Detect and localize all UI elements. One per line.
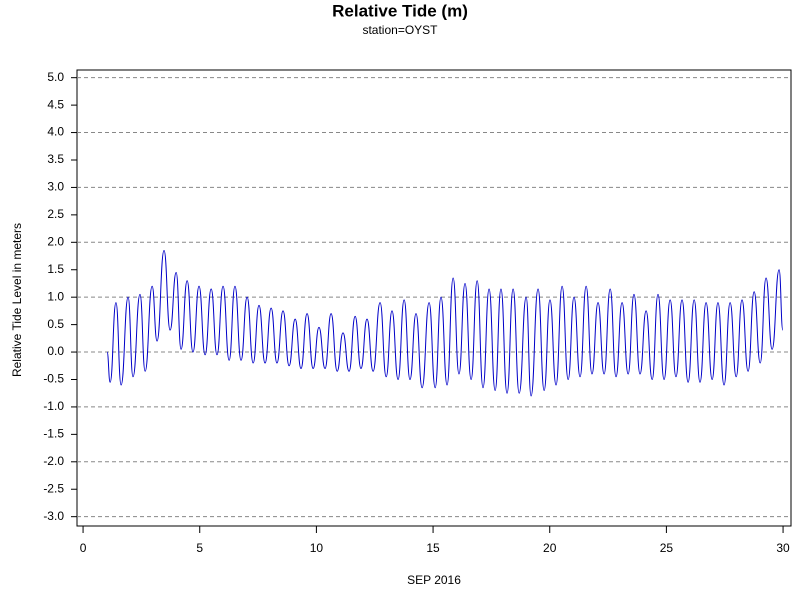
x-tick-label: 20 [543,541,557,555]
x-tick-label: 30 [776,541,790,555]
y-tick-label: 1.5 [47,262,64,276]
y-tick-label: -0.5 [43,372,64,386]
y-tick-label: -1.5 [43,427,64,441]
y-axis-label: Relative Tide Level in meters [10,223,24,377]
x-tick-label: 15 [426,541,440,555]
y-tick-label: 2.5 [47,207,64,221]
y-tick-label: -3.0 [43,509,64,523]
chart-subtitle: station=OYST [362,23,438,37]
x-tick-label: 0 [80,541,87,555]
y-tick-label: 3.0 [47,180,64,194]
x-tick-label: 10 [310,541,324,555]
y-tick-label: 3.5 [47,152,64,166]
y-tick-label: 4.5 [47,97,64,111]
y-tick-label: -2.5 [43,481,64,495]
x-tick-label: 25 [660,541,674,555]
x-axis-label: SEP 2016 [407,573,461,587]
y-tick-label: 2.0 [47,234,64,248]
y-tick-label: -2.0 [43,454,64,468]
tide-line [106,250,784,397]
y-tick-label: -1.0 [43,399,64,413]
y-tick-label: 0.0 [47,344,64,358]
y-tick-label: 1.0 [47,289,64,303]
x-tick-label: 5 [196,541,203,555]
plot-frame [76,69,792,527]
chart-title: Relative Tide (m) [332,1,468,20]
y-tick-label: 5.0 [47,70,64,84]
y-tick-label: 0.5 [47,317,64,331]
y-tick-label: 4.0 [47,125,64,139]
